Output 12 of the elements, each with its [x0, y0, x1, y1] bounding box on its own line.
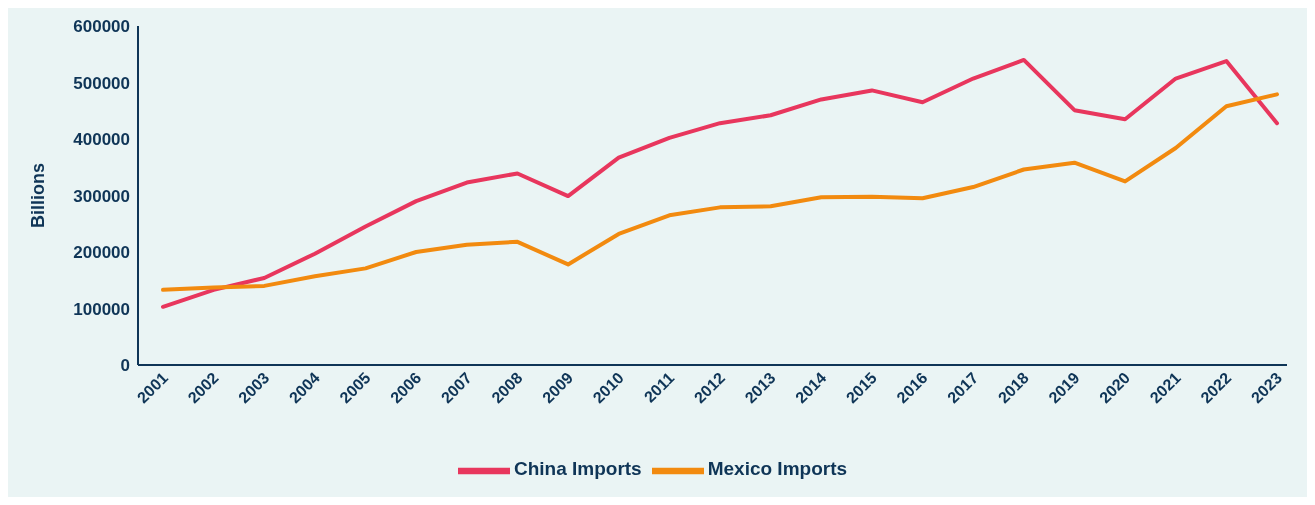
y-tick-label: 100000: [73, 299, 130, 319]
line-series: [161, 92, 1279, 292]
legend-label: China Imports: [513, 458, 642, 480]
y-tick-label: 200000: [73, 243, 130, 263]
y-axis-title: Billions: [28, 162, 49, 229]
y-tick-label: 400000: [73, 130, 130, 150]
legend-label: Mexico Imports: [707, 458, 848, 480]
line-series: [161, 57, 1279, 309]
y-tick-label: 0: [120, 356, 130, 376]
y-tick-label: 600000: [73, 17, 130, 37]
y-tick-label: 300000: [73, 186, 130, 206]
y-tick-label: 500000: [73, 73, 130, 93]
